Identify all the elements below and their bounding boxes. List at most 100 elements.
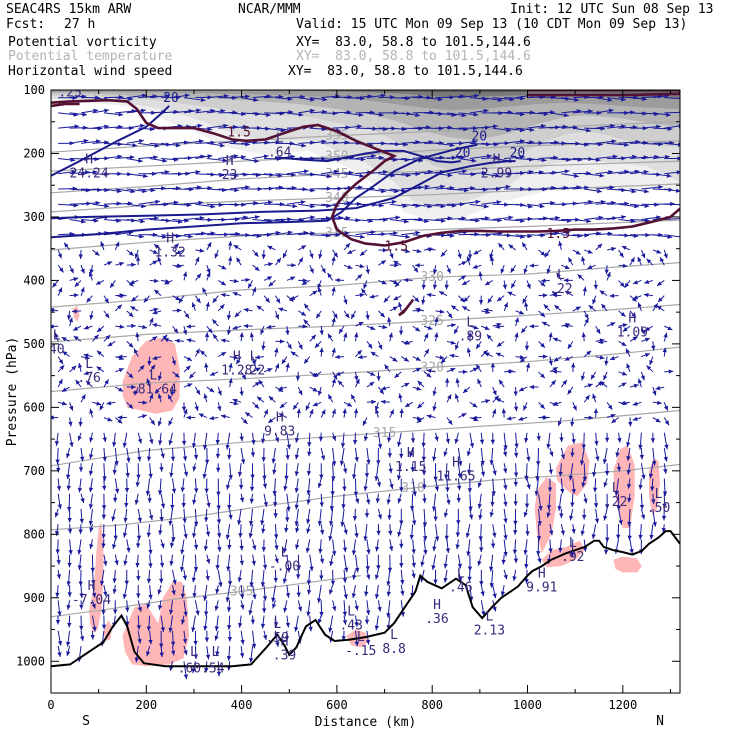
wind-vector-head [397,498,402,504]
wind-vector-head [228,362,233,368]
wind-vector-head [162,158,168,163]
wind-vector-head [227,544,232,550]
y-tick-label: 800 [23,527,45,541]
wind-vector-head [376,376,381,381]
wind-vector-head [239,545,244,551]
wind-vector-head [421,470,427,476]
wind-vector-head [621,382,627,387]
wind-vector-head [681,202,686,206]
wind-vector-head [439,291,445,296]
wind-vector-head [382,247,388,253]
wind-vector-head [449,353,455,359]
wind-vector-head [267,276,273,281]
wind-vector-head [193,640,198,646]
wind-vector-head [183,533,188,539]
extremum-value: .92 [561,550,584,565]
wind-vector-head [463,388,468,393]
wind-vector-head [397,441,402,447]
wind-vector-head [357,274,363,279]
wind-vector-head [417,403,423,409]
wind-vector-head [129,155,135,160]
wind-vector-head [275,642,280,647]
wind-vector-head [563,112,569,118]
wind-vector-head [381,386,387,391]
wind-vector-head [243,307,249,313]
wind-vector-head [462,306,468,311]
wind-vector-head [233,244,239,250]
wind-vector-head [274,437,280,443]
wind-vector-head [455,544,460,550]
wind-vector-head [544,252,550,258]
wind-vector-head [343,529,348,535]
wind-vector-head [593,503,599,508]
wind-vector-head [274,347,279,353]
wind-vector-head [540,312,546,317]
wind-vector-head [342,468,348,474]
wind-vector-head [275,363,280,369]
wind-vector-head [66,315,72,320]
wind-vector-head [617,437,622,443]
wind-vector-head [248,657,254,663]
wind-vector-head [486,154,492,159]
pv-contour-1 [51,98,680,247]
wind-vector-head [51,307,55,313]
y-axis-label: Pressure (hPa) [5,337,20,447]
wind-vector-head [415,263,420,268]
wind-vector-head [629,548,634,554]
wind-vector-head [89,408,94,414]
extremum-value: 23 [222,168,238,183]
wind-vector-head [648,473,654,479]
wind-vector-head [176,308,182,313]
wind-vector-head [374,594,380,599]
wind-vector-head [216,519,222,524]
wind-vector-head [261,547,267,552]
wind-vector-head [294,471,300,477]
wind-vector-head [294,454,300,460]
wind-vector-head [293,404,298,410]
wind-vector-head [209,387,215,393]
low-pv-region-2 [122,581,190,667]
wind-vector-head [371,399,376,405]
extremum-mark: L [655,487,663,502]
wind-vector-head [186,338,192,343]
wind-vector-head [508,215,514,220]
wind-vector-head [58,379,63,385]
wind-vector-head [95,95,100,100]
extremum-value: .50 [647,501,670,516]
extremum-value: .22 [549,282,572,297]
wind-vector-head [611,246,616,252]
wind-vector-head [394,263,399,268]
wind-vector-head [113,609,118,615]
wind-vector-head [96,401,102,406]
extremum-value: .36 [425,612,448,627]
wind-vector-head [457,473,462,479]
wind-vector-head [331,461,337,466]
wind-vector-head [83,325,89,330]
wind-vector-head [128,342,134,348]
wind-vector-head [415,230,421,236]
wind-vector-head [55,592,60,598]
wind-vector-head [149,317,154,323]
wind-vector-head [622,327,628,332]
wind-vector-head [663,332,668,338]
wind-vector-head [564,169,570,174]
wind-vector-head [114,461,119,466]
wind-vector-head [66,581,71,586]
wind-vector-head [262,596,268,601]
wind-vector-head [217,390,222,396]
wind-vector-head [306,580,312,585]
wind-vector-head [568,257,573,263]
wind-vector-head [222,158,228,163]
wind-vector-head [292,203,298,209]
wind-vector-head [582,286,587,292]
wind-vector-head [271,597,276,603]
wind-vector-head [539,203,545,209]
wind-vector-head [657,281,662,286]
wind-vector-head [646,365,652,371]
wind-vector-head [286,444,292,450]
extremum-value: .76 [77,371,100,386]
wind-vector-head [450,368,456,373]
wind-vector-head [502,451,508,457]
theta-contour-340 [51,183,680,213]
wind-vector-head [260,582,266,587]
